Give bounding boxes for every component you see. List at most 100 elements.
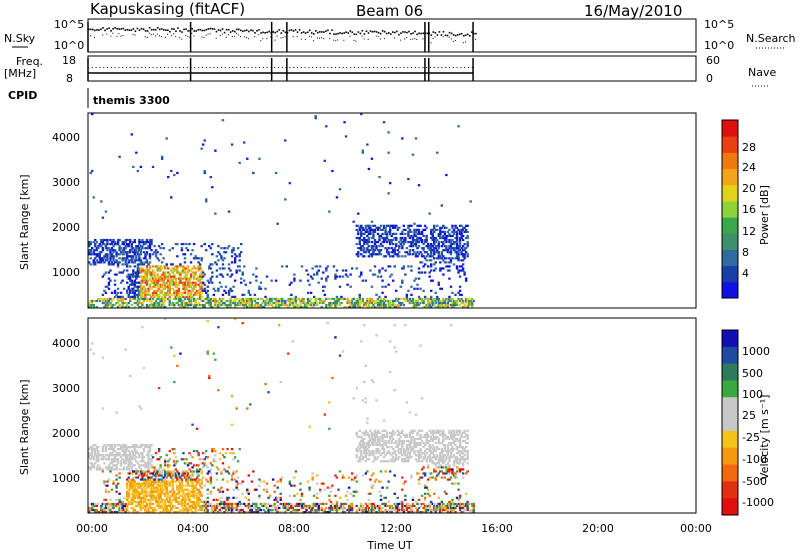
power-cell	[113, 243, 117, 246]
power-cell	[258, 305, 261, 309]
power-cell	[139, 245, 143, 248]
velocity-cell	[153, 488, 156, 491]
velocity-cell	[350, 472, 354, 475]
power-cell	[138, 305, 141, 309]
power-cell	[326, 275, 330, 278]
power-cell	[448, 295, 451, 299]
power-cell	[135, 245, 138, 248]
velocity-cell	[198, 492, 202, 495]
velocity-cell	[217, 389, 220, 392]
velocity-cell	[224, 502, 228, 506]
power-cell	[182, 281, 185, 284]
nsearch-point	[432, 38, 434, 40]
power-cell	[428, 297, 431, 301]
velocity-cell	[363, 433, 366, 436]
power-cell	[350, 303, 354, 307]
velocity-cell	[367, 450, 371, 453]
power-cell	[198, 265, 202, 268]
velocity-cell	[173, 460, 176, 463]
power-cell	[148, 271, 152, 274]
power-cell	[233, 299, 237, 303]
nsearch-point	[304, 38, 306, 40]
power-cell	[468, 301, 471, 305]
velocity-cell	[147, 458, 150, 461]
nsky-point	[353, 33, 356, 35]
power-cell	[197, 279, 200, 282]
power-cell	[426, 243, 430, 246]
power-cell	[372, 251, 375, 254]
velocity-cell	[139, 496, 143, 499]
velocity-cell	[109, 448, 112, 451]
power-cell	[230, 251, 234, 254]
power-cell	[95, 253, 98, 256]
power-cell	[162, 305, 165, 309]
power-cell	[431, 228, 434, 231]
power-cell	[398, 305, 401, 309]
power-cell	[384, 236, 387, 240]
power-cell	[138, 263, 141, 266]
nave-point	[471, 67, 473, 68]
power-cell	[417, 240, 421, 244]
power-cell	[138, 240, 141, 244]
nsky-point	[323, 31, 325, 33]
power-cell	[335, 301, 339, 305]
power-cell	[464, 251, 468, 254]
nsky-point	[199, 28, 202, 31]
velocity-cell	[220, 506, 223, 510]
velocity-cell	[176, 476, 179, 479]
power-cell	[194, 293, 197, 296]
power-cell	[194, 277, 197, 280]
power-cell	[256, 297, 260, 301]
velocity-cell	[384, 439, 387, 443]
power-cell	[393, 303, 396, 307]
velocity-cell	[126, 456, 129, 459]
power-cell	[112, 263, 115, 266]
velocity-cell	[185, 502, 188, 506]
velocity-cell	[276, 500, 279, 504]
power-cell	[121, 253, 124, 256]
nsky-point	[440, 34, 443, 36]
power-cell	[405, 297, 409, 301]
power-cell	[92, 261, 95, 264]
velocity-cell	[265, 482, 269, 485]
power-cell	[157, 303, 161, 307]
velocity-cell	[364, 364, 368, 367]
power-cell	[434, 251, 437, 254]
velocity-cell	[142, 443, 146, 447]
power-cell	[361, 245, 364, 248]
velocity-cell	[101, 456, 105, 459]
velocity-cell	[381, 460, 384, 463]
power-cell	[358, 275, 361, 278]
power-cell	[300, 297, 304, 301]
velocity-cell	[192, 450, 196, 453]
velocity-cell	[150, 506, 153, 510]
velocity-cell	[107, 466, 111, 469]
nsky-point	[106, 28, 108, 30]
power-cell	[274, 171, 278, 175]
velocity-cell	[119, 508, 123, 512]
power-cell	[141, 301, 144, 305]
velocity-cell	[363, 508, 366, 512]
power-cell	[433, 257, 436, 260]
velocity-cell	[319, 502, 322, 506]
power-cell	[183, 287, 187, 290]
velocity-cell	[218, 502, 222, 506]
power-cell	[116, 305, 120, 309]
power-cell	[468, 303, 471, 307]
velocity-cell	[232, 458, 235, 461]
velocity-cell	[399, 500, 402, 504]
velocity-cell	[130, 478, 133, 481]
power-cell	[464, 297, 468, 301]
velocity-cell	[343, 510, 346, 514]
power-cell	[455, 303, 459, 307]
power-cell	[91, 299, 94, 303]
power-cell	[360, 230, 363, 234]
velocity-cell	[186, 502, 190, 506]
velocity-cell	[107, 490, 111, 493]
velocity-cell	[106, 484, 109, 487]
velocity-cell	[355, 474, 358, 477]
power-cell	[136, 251, 140, 254]
power-cell	[355, 243, 358, 246]
velocity-cell	[130, 472, 133, 475]
velocity-cell	[135, 492, 138, 495]
